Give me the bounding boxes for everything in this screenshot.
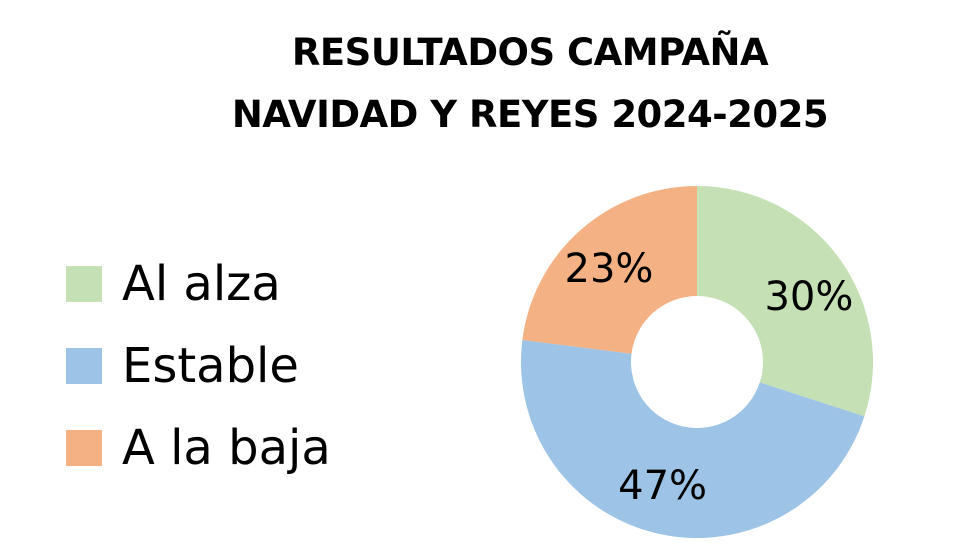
legend-label-a-la-baja: A la baja	[122, 420, 331, 476]
data-label-a-la-baja: 23%	[565, 246, 654, 292]
chart-title-line-1: RESULTADOS CAMPAÑA	[291, 31, 769, 74]
donut-labels: 30% 47% 23%	[565, 246, 854, 509]
legend-label-al-alza: Al alza	[122, 256, 281, 312]
chart-title: RESULTADOS CAMPAÑA NAVIDAD Y REYES 2024-…	[230, 22, 830, 146]
data-label-estable: 47%	[618, 463, 707, 509]
legend-label-estable: Estable	[122, 338, 299, 394]
donut-slice-a-la-baja	[522, 186, 697, 354]
legend-swatch-estable	[66, 348, 102, 384]
legend-swatch-a-la-baja	[66, 430, 102, 466]
legend-item-estable: Estable	[66, 325, 331, 407]
donut-slices	[521, 186, 873, 539]
donut-slice-estable	[521, 339, 865, 539]
legend-item-a-la-baja: A la baja	[66, 407, 331, 489]
data-label-al-alza: 30%	[764, 274, 853, 320]
donut-slice-al-alza	[697, 186, 873, 417]
legend-item-al-alza: Al alza	[66, 243, 331, 325]
legend-swatch-al-alza	[66, 266, 102, 302]
chart-legend: Al alza Estable A la baja	[66, 243, 331, 489]
chart-title-line-2: NAVIDAD Y REYES 2024-2025	[231, 93, 829, 136]
